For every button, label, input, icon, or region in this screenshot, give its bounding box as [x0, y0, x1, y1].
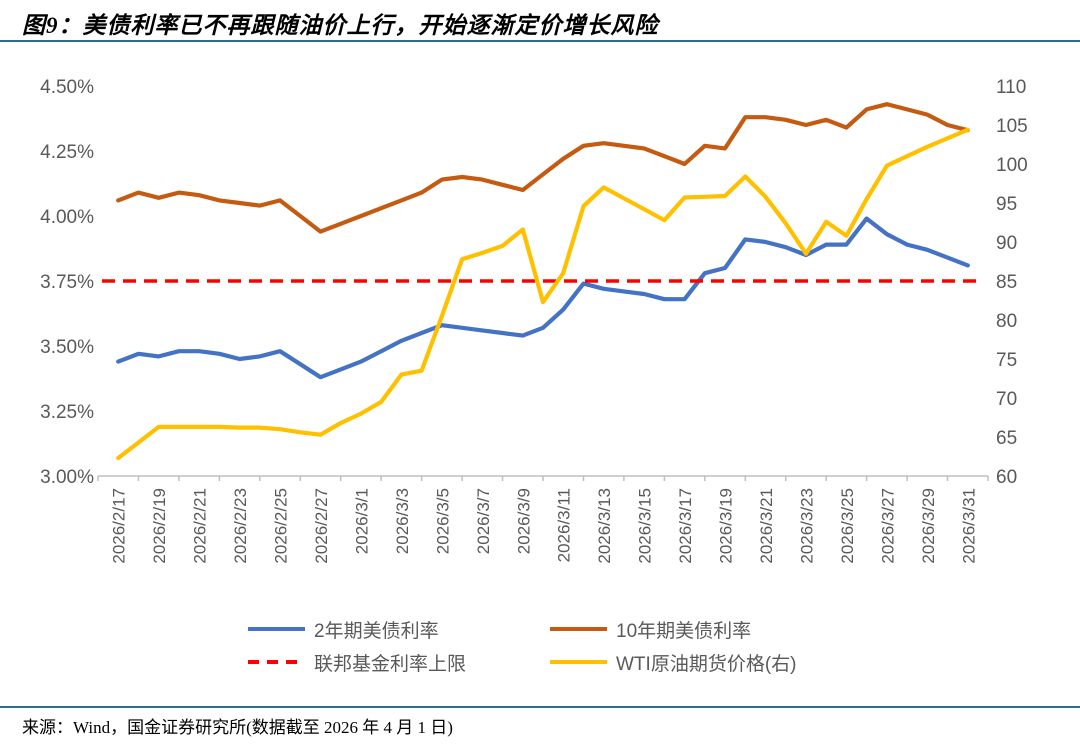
x-axis-label: 2026/3/5	[433, 488, 452, 554]
series-line-0	[116, 216, 970, 380]
legend-item-10y-yield: 10年期美债利率	[550, 618, 752, 642]
legend-item-fed-funds-cap: 联邦基金利率上限	[248, 651, 467, 675]
legend-marker-fed-funds-cap	[248, 660, 305, 664]
y-axis-label-right: 100	[996, 155, 1028, 176]
legend-item-2y-yield: 2年期美债利率	[248, 618, 439, 642]
source-note: 来源：Wind，国金证券研究所(数据截至 2026 年 4 月 1 日)	[22, 718, 453, 737]
footer-divider	[0, 706, 1080, 708]
y-axis-label-right: 110	[996, 77, 1026, 98]
x-axis-label: 2026/3/7	[474, 488, 493, 554]
y-axis-label-left: 3.50%	[40, 337, 94, 358]
figure-title: 图9：美债利率已不再跟随油价上行，开始逐渐定价增长风险	[22, 13, 659, 38]
x-axis-label: 2026/3/11	[555, 488, 574, 562]
x-axis-label: 2026/2/27	[312, 488, 331, 564]
x-axis-label: 2026/3/9	[514, 488, 533, 554]
y-axis-label-left: 4.25%	[40, 142, 94, 163]
y-axis-label-left: 3.25%	[40, 402, 94, 423]
y-axis-label-right: 65	[996, 428, 1017, 449]
legend-label-10y-yield: 10年期美债利率	[616, 620, 752, 642]
y-axis-label-right: 80	[996, 311, 1017, 332]
x-axis-label: 2026/3/23	[798, 488, 817, 564]
series-line-1	[116, 102, 970, 234]
legend-label-wti-price: WTI原油期货价格(右)	[616, 653, 797, 675]
line-chart: 3.00% 3.25% 3.50% 3.75% 4.00% 4.25% 4.50% 60 65 7…	[40, 77, 1028, 564]
y-axis-label-left: 3.75%	[40, 272, 94, 293]
x-axis-label: 2026/3/15	[636, 488, 655, 564]
y-axis-label-right: 60	[996, 467, 1017, 488]
x-axis-label: 2026/3/21	[757, 488, 776, 564]
legend-marker-10y-yield	[550, 627, 607, 631]
legend-label-fed-funds-cap: 联邦基金利率上限	[314, 653, 467, 675]
title-divider	[0, 40, 1080, 42]
legend-marker-wti-price	[550, 660, 607, 664]
y-axis-label-right: 105	[996, 116, 1028, 137]
x-axis-label: 2026/2/23	[231, 488, 250, 564]
y-axis-label-right: 90	[996, 233, 1017, 254]
y-axis-label-left: 4.50%	[40, 77, 94, 98]
x-axis-label: 2026/2/21	[191, 488, 210, 564]
x-axis-label: 2026/3/27	[878, 488, 897, 564]
x-axis-label: 2026/2/25	[272, 488, 291, 564]
y-axis-label-right: 70	[996, 389, 1017, 410]
x-axis-label: 2026/2/17	[110, 488, 129, 564]
legend-item-wti-price: WTI原油期货价格(右)	[550, 651, 797, 675]
y-axis-label-left: 4.00%	[40, 207, 94, 228]
x-axis-label: 2026/3/25	[838, 488, 857, 564]
x-axis-label: 2026/3/29	[919, 488, 938, 564]
y-axis-label-right: 85	[996, 272, 1017, 293]
legend-marker-2y-yield	[248, 627, 305, 631]
x-axis-label: 2026/3/19	[717, 488, 736, 564]
x-axis-label: 2026/2/19	[150, 488, 169, 564]
x-axis-label: 2026/3/17	[676, 488, 695, 564]
legend-label-2y-yield: 2年期美债利率	[314, 620, 439, 642]
x-axis-label: 2026/3/3	[393, 488, 412, 554]
x-axis-label: 2026/3/1	[353, 488, 372, 554]
series-line-3	[116, 127, 970, 461]
x-axis-label: 2026/3/13	[595, 488, 614, 564]
y-axis-label-left: 3.00%	[40, 467, 94, 488]
y-axis-label-right: 75	[996, 350, 1017, 371]
y-axis-label-right: 95	[996, 194, 1017, 215]
x-axis-label: 2026/3/31	[959, 488, 978, 564]
